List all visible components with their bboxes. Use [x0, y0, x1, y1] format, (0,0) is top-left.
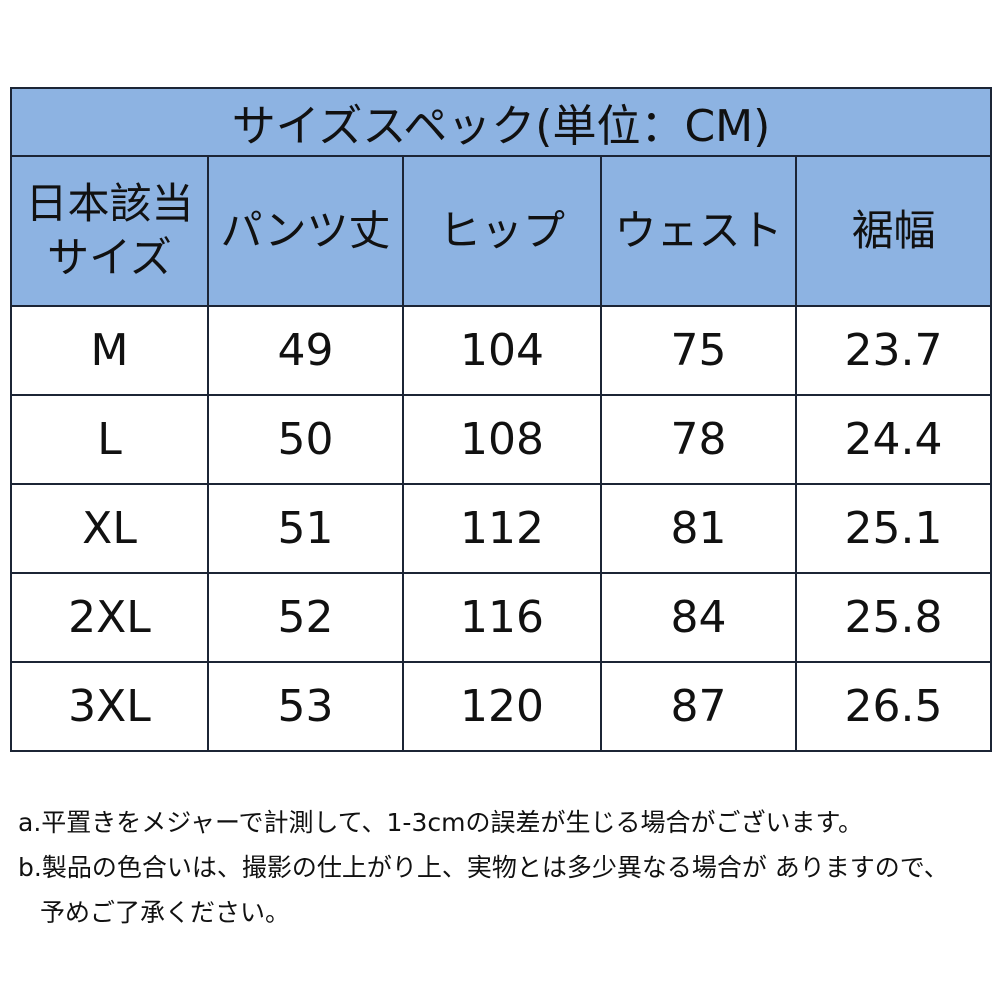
data-cell: 53 — [207, 661, 404, 752]
header-text: 日本該当サイズ — [25, 179, 194, 282]
data-cell: 116 — [402, 572, 602, 663]
data-cell: L — [10, 394, 209, 485]
data-cell: 23.7 — [795, 305, 992, 396]
header-cell: 日本該当サイズ — [10, 155, 209, 307]
data-cell: 84 — [600, 572, 797, 663]
header-cell: 裾幅 — [795, 155, 992, 307]
data-cell: 51 — [207, 483, 404, 574]
data-cell: 3XL — [10, 661, 209, 752]
data-cell: 81 — [600, 483, 797, 574]
data-row: 3XL 53 120 87 26.5 — [10, 661, 992, 752]
data-row: 2XL 52 116 84 25.8 — [10, 572, 992, 663]
data-cell: 78 — [600, 394, 797, 485]
header-row: 日本該当サイズ パンツ丈 ヒップ ウェスト 裾幅 — [10, 155, 992, 307]
data-row: XL 51 112 81 25.1 — [10, 483, 992, 574]
data-cell: 52 — [207, 572, 404, 663]
data-row: L 50 108 78 24.4 — [10, 394, 992, 485]
header-cell: ウェスト — [600, 155, 797, 307]
data-row: M 49 104 75 23.7 — [10, 305, 992, 396]
data-cell: 26.5 — [795, 661, 992, 752]
data-cell: 25.8 — [795, 572, 992, 663]
data-cell: 2XL — [10, 572, 209, 663]
header-text: 裾幅 — [851, 206, 936, 255]
data-cell: XL — [10, 483, 209, 574]
data-cell: 104 — [402, 305, 602, 396]
note-line: b.製品の色合いは、撮影の仕上がり上、実物とは多少異なる場合が ありますので、 — [18, 853, 949, 882]
data-cell: M — [10, 305, 209, 396]
header-text: パンツ丈 — [220, 206, 391, 255]
notes: a.平置きをメジャーで計測して、1-3cmの誤差が生じる場合がございます。 b.製… — [18, 800, 993, 935]
data-cell: 108 — [402, 394, 602, 485]
data-cell: 50 — [207, 394, 404, 485]
header-cell: ヒップ — [402, 155, 602, 307]
note-line: 予めご了承ください。 — [40, 898, 291, 927]
data-cell: 87 — [600, 661, 797, 752]
data-cell: 75 — [600, 305, 797, 396]
title-row: サイズスペック(単位：CM) — [10, 87, 992, 157]
data-cell: 49 — [207, 305, 404, 396]
table-title: サイズスペック(単位：CM) — [10, 87, 992, 157]
data-cell: 25.1 — [795, 483, 992, 574]
header-text: ウェスト — [614, 206, 783, 255]
note-line: a.平置きをメジャーで計測して、1-3cmの誤差が生じる場合がございます。 — [18, 808, 863, 837]
data-cell: 112 — [402, 483, 602, 574]
data-cell: 24.4 — [795, 394, 992, 485]
header-text: ヒップ — [438, 206, 565, 255]
data-cell: 120 — [402, 661, 602, 752]
size-table: サイズスペック(単位：CM) 日本該当サイズ パンツ丈 ヒップ ウェスト 裾幅 M 49 10… — [10, 87, 992, 752]
header-cell: パンツ丈 — [207, 155, 404, 307]
